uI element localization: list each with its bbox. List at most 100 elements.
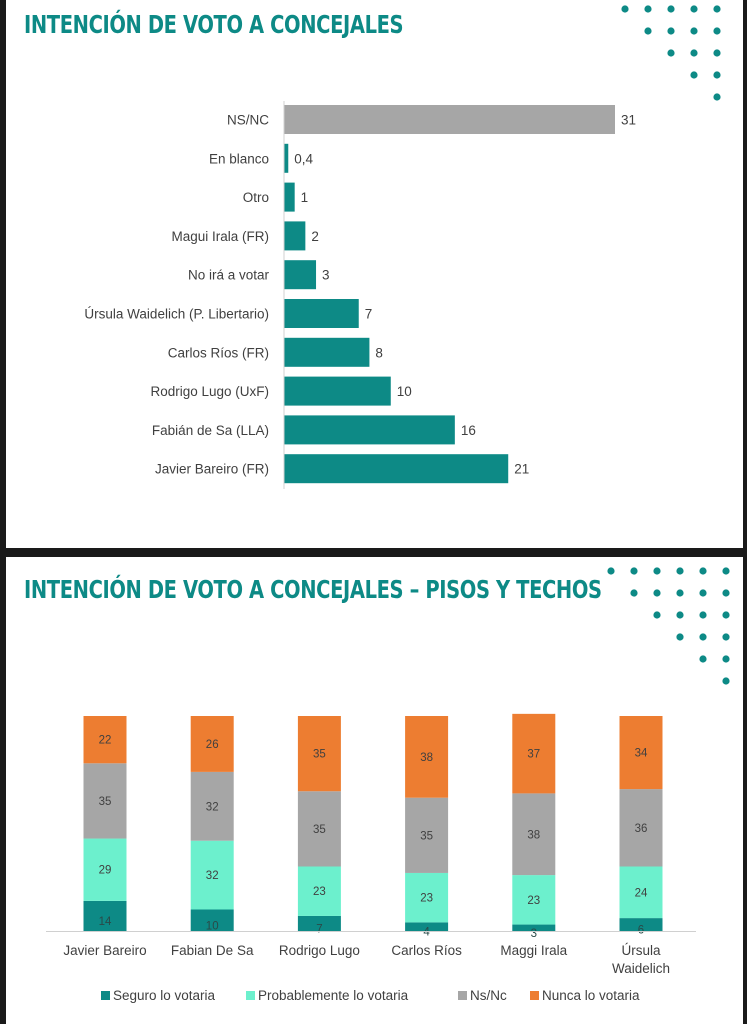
bar [284, 299, 359, 328]
stacked-segment [83, 763, 127, 839]
legend-swatch [101, 991, 110, 1000]
segment-label: 36 [635, 823, 648, 835]
dot [722, 567, 730, 575]
bar [284, 221, 306, 251]
category-label: No irá a votar [188, 268, 270, 283]
bar [284, 260, 317, 290]
category-label: Waidelich [612, 961, 670, 976]
dot [630, 589, 638, 597]
segment-label: 32 [206, 801, 219, 813]
category-label: Javier Bareiro (FR) [155, 462, 269, 477]
value-label: 3 [322, 268, 330, 283]
legend-swatch [458, 991, 467, 1000]
dot [713, 93, 721, 101]
horizontal-bar-chart: NS/NC 31 En blanco 0,4 Otro 1 Magui Irala (FR)… [84, 101, 636, 489]
value-label: 7 [365, 307, 373, 322]
dot [676, 567, 684, 575]
segment-label: 35 [420, 830, 433, 842]
stacked-segment [512, 713, 556, 794]
segment-label: 29 [99, 865, 112, 877]
bar [284, 376, 391, 406]
stacked-segment [190, 716, 234, 772]
stacked-segment [190, 909, 234, 931]
category-label: Maggi Irala [500, 943, 567, 958]
panel2-title: INTENCIÓN DE VOTO A CONCEJALES – PISOS Y… [24, 575, 602, 604]
dot [653, 589, 661, 597]
dot [676, 589, 684, 597]
dot [699, 655, 707, 663]
segment-label: 32 [206, 870, 219, 882]
dot [630, 567, 638, 575]
dot [713, 5, 721, 13]
stacked-segment [83, 716, 127, 764]
dot [722, 611, 730, 619]
segment-label: 35 [313, 749, 326, 761]
category-label: Fabian De Sa [171, 943, 254, 958]
stacked-segment [190, 840, 234, 910]
segment-label: 3 [531, 928, 537, 940]
legend-label: Nunca lo votaria [542, 988, 640, 1003]
segment-label: 38 [420, 752, 433, 764]
dot [690, 27, 698, 35]
dot [722, 655, 730, 663]
category-label: En blanco [209, 151, 269, 166]
floors-ceilings-panel: INTENCIÓN DE VOTO A CONCEJALES – PISOS Y… [6, 557, 743, 1024]
stacked-segment [619, 716, 663, 790]
legend-label: Seguro lo votaria [113, 988, 216, 1003]
value-label: 21 [514, 462, 529, 477]
dot [713, 49, 721, 57]
dot [722, 677, 730, 685]
category-label: NS/NC [227, 113, 269, 128]
dot [699, 567, 707, 575]
segment-label: 4 [423, 927, 430, 939]
stacked-segment [619, 918, 663, 931]
category-label: Magui Irala (FR) [171, 229, 269, 244]
dot [676, 633, 684, 641]
value-label: 10 [397, 384, 412, 399]
dot [713, 27, 721, 35]
value-label: 8 [375, 345, 383, 360]
value-label: 0,4 [294, 151, 313, 166]
category-label: Rodrigo Lugo [279, 943, 360, 958]
panel1-title: INTENCIÓN DE VOTO A CONCEJALES [24, 10, 404, 39]
segment-label: 10 [206, 920, 219, 932]
stacked-segment [405, 872, 449, 923]
segment-label: 23 [527, 895, 540, 907]
bar [284, 143, 289, 173]
segment-label: 23 [313, 886, 326, 898]
segment-label: 37 [527, 749, 540, 761]
category-label: Javier Bareiro [63, 943, 146, 958]
dot [653, 567, 661, 575]
stacked-segment [297, 915, 341, 931]
category-label: Carlos Ríos [391, 943, 462, 958]
dot [690, 71, 698, 79]
dot-grid-icon [607, 567, 730, 685]
bar [284, 337, 370, 367]
segment-label: 22 [99, 735, 112, 747]
legend-swatch [530, 991, 539, 1000]
dot [667, 5, 675, 13]
stacked-segment [619, 866, 663, 919]
value-label: 2 [311, 229, 319, 244]
stacked-segment [512, 924, 556, 931]
stacked-segment [405, 716, 449, 798]
bar [284, 105, 615, 134]
bar [284, 415, 455, 445]
dot [644, 5, 652, 13]
stacked-segment [512, 793, 556, 876]
category-label: Otro [243, 190, 269, 205]
segment-label: 23 [420, 893, 433, 905]
segment-label: 14 [99, 916, 112, 928]
segment-label: 6 [638, 925, 644, 937]
segment-label: 38 [527, 829, 540, 841]
category-label: Úrsula [621, 943, 661, 958]
dot [690, 49, 698, 57]
stacked-segment [405, 797, 449, 873]
dot [653, 611, 661, 619]
dot [676, 611, 684, 619]
category-label: Fabián de Sa (LLA) [152, 423, 269, 438]
value-label: 1 [301, 190, 309, 205]
dot [607, 567, 615, 575]
stacked-segment [190, 771, 234, 841]
vote-intention-panel: INTENCIÓN DE VOTO A CONCEJALES NS/NC 3 1 En… [6, 0, 743, 548]
